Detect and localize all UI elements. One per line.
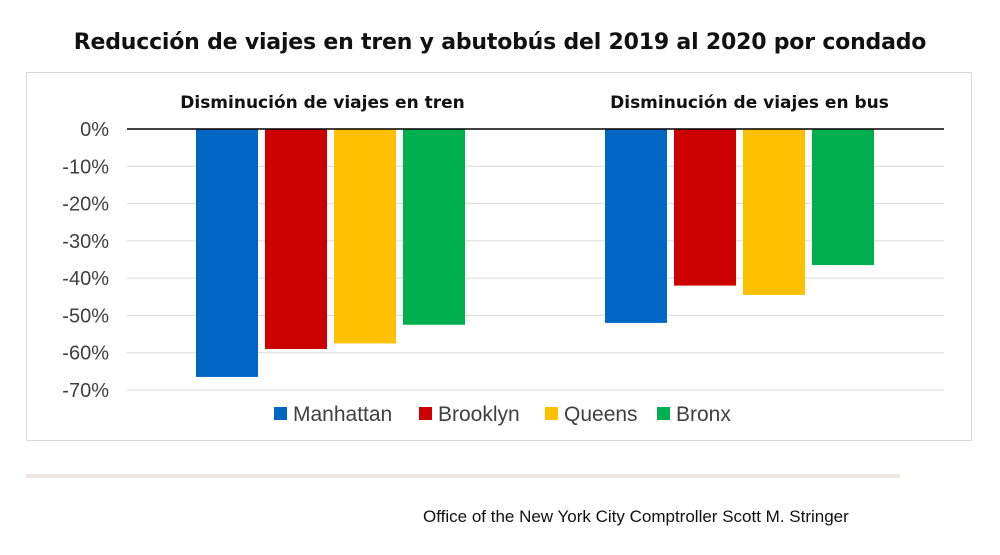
legend-label-manhattan: Manhattan [293, 403, 392, 426]
bar-manhattan [605, 129, 667, 323]
legend-label-queens: Queens [564, 403, 638, 426]
y-tick-label: -40% [62, 268, 109, 290]
source-credit: Office of the New York City Comptroller … [423, 507, 849, 526]
bar-chart: 0% -10% -20% -30% -40% -50% -60% -70% Disminució… [62, 93, 944, 426]
legend-swatch-bronx [657, 407, 670, 420]
bar-bronx [812, 129, 874, 266]
legend-swatch-brooklyn [419, 407, 432, 420]
y-tick-label: -30% [62, 231, 109, 253]
y-tick-label: -20% [62, 194, 109, 216]
bar-manhattan [196, 129, 258, 377]
bar-queens [334, 129, 396, 344]
category-label: Disminución de viajes en tren [180, 93, 465, 113]
legend-swatch-manhattan [274, 407, 287, 420]
bar-queens [743, 129, 805, 295]
legend-label-brooklyn: Brooklyn [438, 403, 520, 426]
legend-label-bronx: Bronx [676, 403, 731, 426]
y-tick-label: -60% [62, 343, 109, 365]
bar-brooklyn [265, 129, 327, 349]
y-tick-label: -50% [62, 305, 109, 327]
footer-divider [26, 474, 900, 478]
y-tick-label: 0% [80, 119, 109, 141]
legend-swatch-queens [545, 407, 558, 420]
bar-brooklyn [674, 129, 736, 286]
y-tick-label: -10% [62, 156, 109, 178]
y-tick-label: -70% [62, 380, 109, 402]
chart-area: 0% -10% -20% -30% -40% -50% -60% -70% Disminució… [26, 72, 972, 441]
chart-title: Reducción de viajes en tren y abutobús d… [73, 30, 927, 55]
bar-bronx [403, 129, 465, 325]
category-label: Disminución de viajes en bus [610, 93, 889, 113]
